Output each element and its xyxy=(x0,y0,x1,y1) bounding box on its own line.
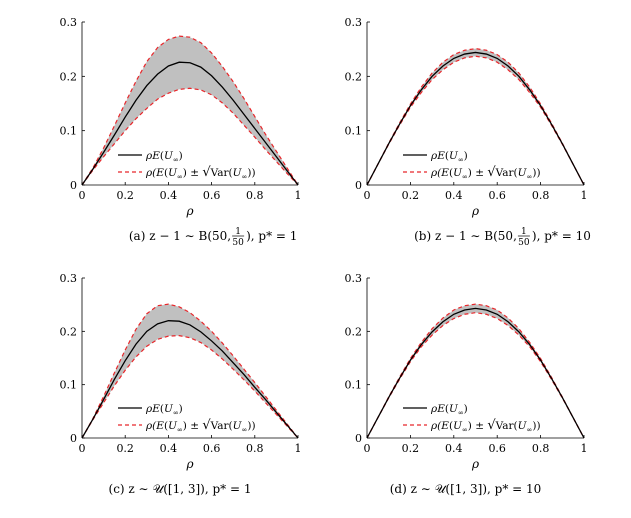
x-tick-label: 1 xyxy=(581,442,588,455)
y-tick-label: 0.3 xyxy=(60,272,78,285)
y-tick-label: 0 xyxy=(70,432,77,445)
legend-label-mean: ρE(U∞) xyxy=(145,150,183,164)
x-tick-label: 1 xyxy=(295,189,302,202)
x-tick-label: 0.6 xyxy=(203,442,221,455)
x-tick-label: 0.4 xyxy=(160,189,178,202)
upper-dashed-line xyxy=(81,303,299,439)
variance-band xyxy=(367,304,584,438)
x-tick-label: 0.8 xyxy=(532,189,550,202)
legend-label-band: ρ(E(U∞) ± √Var(U∞)) xyxy=(145,165,256,181)
x-tick-label: 0.6 xyxy=(203,189,221,202)
subfigure-caption: (a) z − 1 ∼ B(50, xyxy=(129,229,231,243)
x-tick-label: 1 xyxy=(295,442,302,455)
lower-dashed-line xyxy=(81,334,299,439)
caption-fraction-denominator: 50 xyxy=(232,238,244,248)
y-tick-label: 0.1 xyxy=(345,379,363,392)
y-tick-label: 0.1 xyxy=(345,125,363,138)
x-tick-label: 0.4 xyxy=(445,442,463,455)
y-tick-label: 0.2 xyxy=(345,70,363,83)
x-axis-label: ρ xyxy=(185,457,193,471)
caption-suffix: ), p* = 1 xyxy=(246,229,297,243)
legend-label-band: ρ(E(U∞) ± √Var(U∞)) xyxy=(145,418,256,434)
x-tick-label: 0.4 xyxy=(160,442,178,455)
mean-line xyxy=(81,320,299,439)
upper-dashed-line xyxy=(366,48,585,186)
legend-label-band: ρ(E(U∞) ± √Var(U∞)) xyxy=(430,418,541,434)
x-tick-label: 0 xyxy=(79,442,86,455)
variance-band xyxy=(82,304,298,438)
variance-band xyxy=(367,48,584,186)
x-tick-label: 0.8 xyxy=(532,442,550,455)
legend-label-mean: ρE(U∞) xyxy=(430,403,468,417)
y-tick-label: 0.3 xyxy=(345,16,363,29)
caption-suffix: ), p* = 10 xyxy=(532,229,591,243)
y-tick-label: 0.3 xyxy=(345,272,363,285)
variance-band xyxy=(82,36,298,185)
x-tick-label: 0.2 xyxy=(116,442,134,455)
x-tick-label: 0.2 xyxy=(116,189,134,202)
lower-dashed-line xyxy=(366,55,585,186)
x-tick-label: 0.8 xyxy=(246,189,264,202)
caption-fraction: 150), p* = 1 xyxy=(232,227,297,248)
legend-label-band: ρ(E(U∞) ± √Var(U∞)) xyxy=(430,165,541,181)
y-tick-label: 0.2 xyxy=(60,325,78,338)
y-tick-label: 0 xyxy=(355,179,362,192)
legend-label-mean: ρE(U∞) xyxy=(145,403,183,417)
x-axis-label: ρ xyxy=(471,204,479,218)
x-tick-label: 0 xyxy=(364,442,371,455)
chart-panel-1: 0 0.2 0.4 0.6 0.8 1 0 0.1 0.2 0.3 ρ ρE(U∞)ρ(E(U∞) ±… xyxy=(60,16,302,248)
y-tick-label: 0.1 xyxy=(60,125,78,138)
caption-fraction: 150), p* = 10 xyxy=(517,227,591,248)
mean-line xyxy=(366,307,585,439)
upper-dashed-line xyxy=(81,35,299,186)
y-tick-label: 0.2 xyxy=(60,70,78,83)
x-axis-label: ρ xyxy=(185,204,193,218)
caption-fraction-numerator: 1 xyxy=(235,227,241,237)
lower-dashed-line xyxy=(81,87,299,186)
x-tick-label: 0.6 xyxy=(488,442,506,455)
y-tick-label: 0 xyxy=(70,179,77,192)
x-axis-label: ρ xyxy=(471,457,479,471)
legend-label-mean: ρE(U∞) xyxy=(430,150,468,164)
chart-panel-3: 0 0.2 0.4 0.6 0.8 1 0 0.1 0.2 0.3 ρ ρE(U∞)ρ(E(U∞) ±… xyxy=(60,272,302,496)
subfigure-caption: (d) z ∼ 𝒰([1, 3]), p* = 10 xyxy=(390,482,542,496)
y-tick-label: 0.3 xyxy=(60,16,78,29)
x-tick-label: 0.6 xyxy=(488,189,506,202)
caption-fraction-numerator: 1 xyxy=(521,227,527,237)
subfigure-caption: (b) z − 1 ∼ B(50, xyxy=(414,229,517,243)
chart-panel-2: 0 0.2 0.4 0.6 0.8 1 0 0.1 0.2 0.3 ρ ρE(U∞)ρ(E(U∞) ±… xyxy=(345,16,591,248)
x-tick-label: 0.4 xyxy=(445,189,463,202)
x-tick-label: 0.2 xyxy=(402,189,420,202)
y-tick-label: 0.2 xyxy=(345,325,363,338)
x-tick-label: 0.8 xyxy=(246,442,264,455)
x-tick-label: 1 xyxy=(581,189,588,202)
x-tick-label: 0 xyxy=(364,189,371,202)
y-tick-label: 0 xyxy=(355,432,362,445)
mean-line xyxy=(81,61,299,186)
upper-dashed-line xyxy=(366,303,585,439)
x-tick-label: 0 xyxy=(79,189,86,202)
caption-fraction-denominator: 50 xyxy=(518,238,530,248)
y-tick-label: 0.1 xyxy=(60,379,78,392)
x-tick-label: 0.2 xyxy=(402,442,420,455)
subfigure-caption: (c) z ∼ 𝒰([1, 3]), p* = 1 xyxy=(109,482,252,496)
chart-panel-4: 0 0.2 0.4 0.6 0.8 1 0 0.1 0.2 0.3 ρ ρE(U∞)ρ(E(U∞) ±… xyxy=(345,272,588,496)
mean-line xyxy=(366,51,585,186)
